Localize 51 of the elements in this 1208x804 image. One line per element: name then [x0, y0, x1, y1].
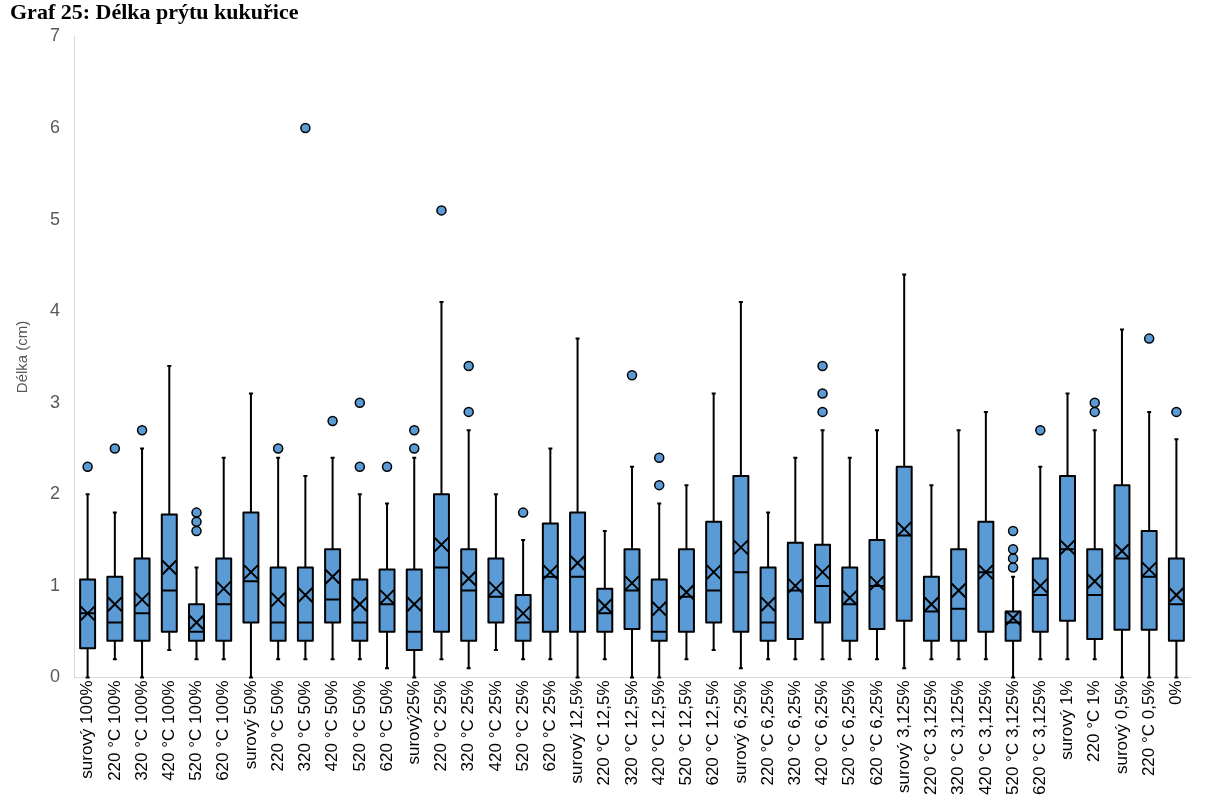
- x-tick-label: 320 °C 50%: [295, 680, 315, 772]
- y-tick-label: 2: [50, 483, 61, 504]
- y-axis-title: Délka (cm): [13, 320, 31, 394]
- x-tick-label: 220 °C 1%: [1084, 680, 1104, 762]
- x-tick-label: 420 °C 50%: [322, 680, 342, 772]
- chart-title: Graf 25: Délka prýtu kukuřice: [10, 0, 299, 24]
- x-tick-label: 220 °C 100%: [104, 680, 124, 781]
- y-tick-label: 7: [50, 25, 61, 46]
- x-tick-label: 620 °C 100%: [213, 680, 233, 781]
- x-tick-label: 320 °C 6,25%: [785, 680, 805, 786]
- x-tick-label: 420 °C 3,125%: [975, 680, 995, 795]
- x-tick-label: 520 °C 12,5%: [676, 680, 696, 786]
- x-tick-label: 420 °C 100%: [158, 680, 178, 781]
- x-tick-label: surový25%: [403, 680, 423, 765]
- x-tick-label: 420 °C 25%: [485, 680, 505, 772]
- x-tick-label: 620 °C 3,125%: [1029, 680, 1049, 795]
- x-tick-label: 420 °C 6,25%: [812, 680, 832, 786]
- x-tick-label: 520 °C 100%: [186, 680, 206, 781]
- x-tick-label: 620 °C 6,25%: [866, 680, 886, 786]
- x-tick-label: 220 °C 3,125%: [921, 680, 941, 795]
- x-tick-label: surový 1%: [1057, 680, 1077, 760]
- x-tick-label: 220 °C 6,25%: [757, 680, 777, 786]
- x-tick-label: surový 12,5%: [567, 680, 587, 784]
- x-tick-label: surový 6,25%: [730, 680, 750, 784]
- x-tick-label: surový 3,125%: [893, 680, 913, 793]
- y-tick-label: 4: [50, 300, 61, 321]
- x-tick-label: 520 °C 25%: [512, 680, 532, 772]
- y-tick-label: 3: [50, 391, 61, 412]
- x-tick-label: 320 °C 25%: [458, 680, 478, 772]
- x-tick-label: 220 °C 50%: [267, 680, 287, 772]
- x-tick-label: 320 °C 12,5%: [621, 680, 641, 786]
- x-tick-label: surový 100%: [77, 680, 97, 779]
- x-tick-label: 620 °C 25%: [540, 680, 560, 772]
- x-tick-label: 220 °C 25%: [431, 680, 451, 772]
- x-tick-label: surový 0,5%: [1111, 680, 1131, 774]
- x-tick-label: 420 °C 12,5%: [648, 680, 668, 786]
- x-tick-label: surový 50%: [240, 680, 260, 770]
- x-tick-label: 620 °C 12,5%: [703, 680, 723, 786]
- y-tick-label: 6: [50, 116, 61, 137]
- y-tick-label: 5: [50, 208, 61, 229]
- x-tick-label: 220 °C 12,5%: [594, 680, 614, 786]
- x-tick-label: 220 °C 0,5%: [1138, 680, 1158, 777]
- x-tick-label: 320 °C 3,125%: [948, 680, 968, 795]
- x-tick-label: 0%: [1166, 680, 1186, 706]
- x-tick-label: 320 °C 100%: [131, 680, 151, 781]
- x-tick-label: 520 °C 6,25%: [839, 680, 859, 786]
- x-tick-label: 520 °C 3,125%: [1002, 680, 1022, 795]
- y-tick-label: 1: [50, 574, 61, 595]
- x-tick-label: 620 °C 50%: [376, 680, 396, 772]
- y-tick-label: 0: [50, 666, 61, 687]
- x-tick-label: 520 °C 50%: [349, 680, 369, 772]
